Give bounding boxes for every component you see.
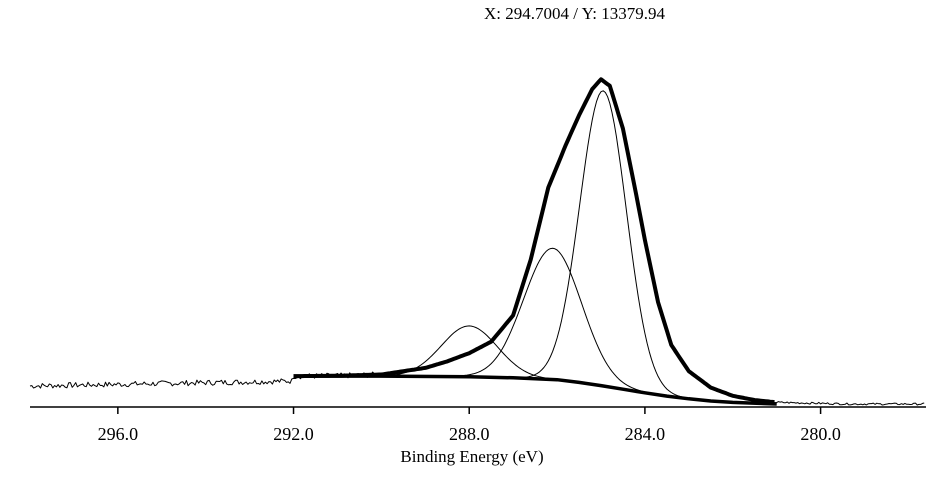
background-line xyxy=(293,374,777,406)
x-tick-label: 296.0 xyxy=(98,424,139,444)
x-tick-label: 284.0 xyxy=(625,424,666,444)
x-tick-label: 280.0 xyxy=(800,424,841,444)
x-axis-label: Binding Energy (eV) xyxy=(400,447,544,466)
envelope-line xyxy=(293,77,775,405)
cursor-readout: X: 294.7004 / Y: 13379.94 xyxy=(484,4,666,23)
x-tick-label: 292.0 xyxy=(273,424,314,444)
x-axis-ticks: 296.0 292.0 288.0 284.0 280.0 xyxy=(98,407,841,444)
x-tick-label: 288.0 xyxy=(449,424,490,444)
plot-area xyxy=(29,77,925,406)
raw-spectrum-line xyxy=(29,78,925,406)
component-peak-1 xyxy=(315,90,731,403)
